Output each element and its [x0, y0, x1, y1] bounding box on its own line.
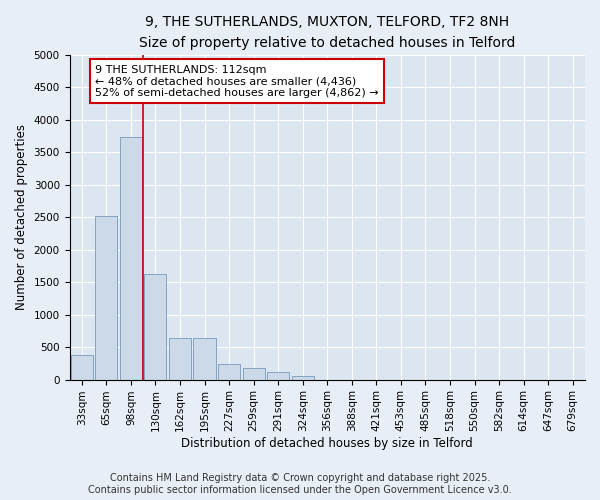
Bar	[169, 338, 191, 380]
Bar	[267, 372, 289, 380]
Text: Contains HM Land Registry data © Crown copyright and database right 2025.
Contai: Contains HM Land Registry data © Crown c…	[88, 474, 512, 495]
Y-axis label: Number of detached properties: Number of detached properties	[15, 124, 28, 310]
Bar	[292, 376, 314, 380]
Bar	[95, 216, 118, 380]
Bar	[193, 338, 215, 380]
X-axis label: Distribution of detached houses by size in Telford: Distribution of detached houses by size …	[181, 437, 473, 450]
Bar	[120, 138, 142, 380]
Bar	[71, 355, 93, 380]
Text: 9 THE SUTHERLANDS: 112sqm
← 48% of detached houses are smaller (4,436)
52% of se: 9 THE SUTHERLANDS: 112sqm ← 48% of detac…	[95, 64, 379, 98]
Bar	[242, 368, 265, 380]
Title: 9, THE SUTHERLANDS, MUXTON, TELFORD, TF2 8NH
Size of property relative to detach: 9, THE SUTHERLANDS, MUXTON, TELFORD, TF2…	[139, 15, 515, 50]
Bar	[145, 274, 166, 380]
Bar	[218, 364, 240, 380]
